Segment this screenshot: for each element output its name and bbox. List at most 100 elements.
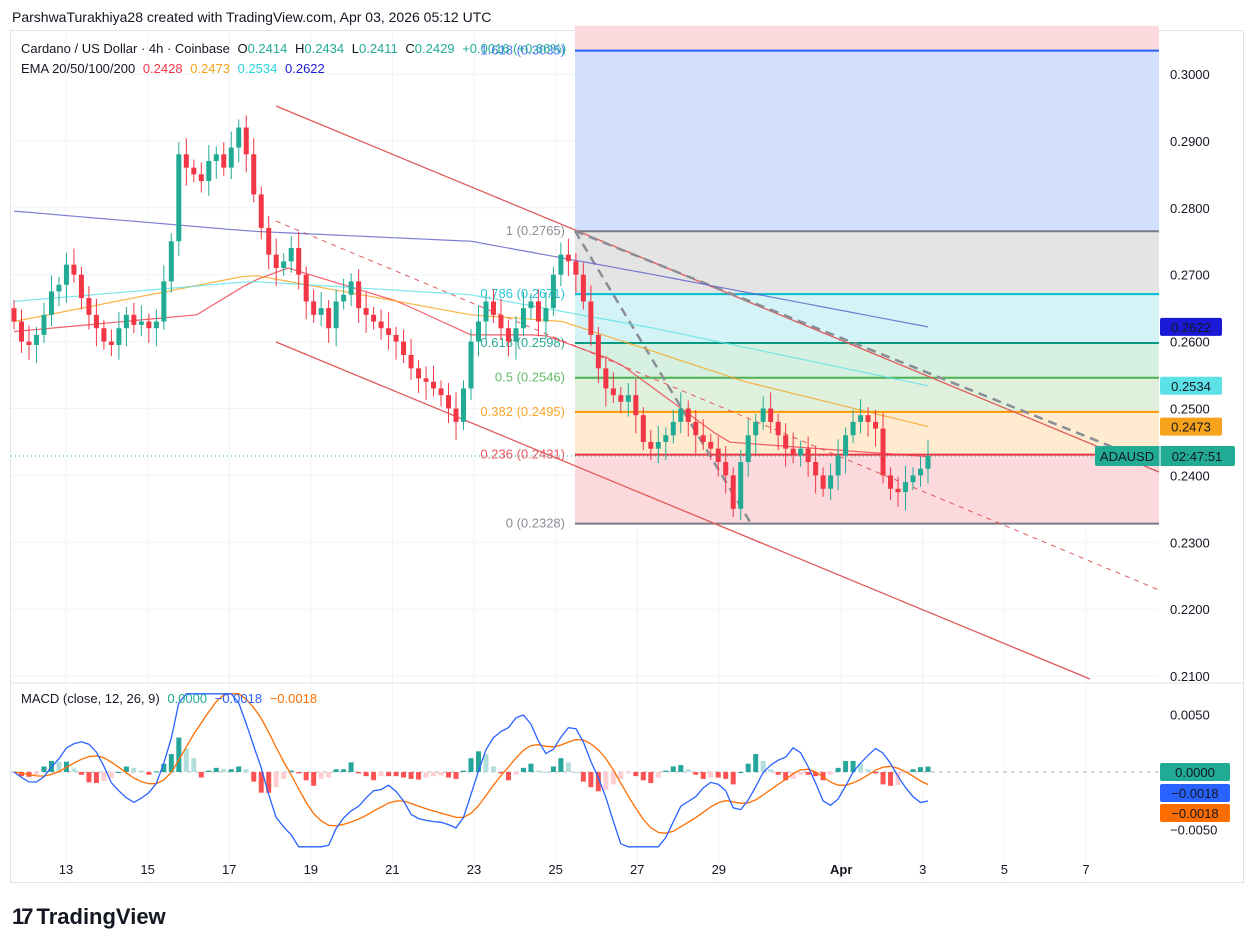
candle [558,242,564,287]
candle [161,265,167,330]
candle-body [798,448,804,456]
macd-label: MACD (close, 12, 26, 9) [21,691,160,706]
candle [378,309,384,340]
candle-body [78,274,84,299]
macd-signal-value: −0.0018 [269,691,318,706]
candle [918,456,924,487]
fib-level-label: 0.5 (0.2546) [495,370,565,385]
candle-body [446,395,452,409]
open-value: 0.2414 [247,41,288,56]
macd-signal-line [13,693,929,834]
macd-legend[interactable]: MACD (close, 12, 26, 9) 0.0000 −0.0018 −… [21,691,321,706]
macd-hist-value: 0.0000 [167,691,208,706]
candle [768,392,774,434]
macd-hist-bar [828,772,834,775]
price-tick-label: 0.2400 [1170,468,1210,483]
macd-hist-bar [618,772,624,779]
candle [408,338,414,380]
candle-body [685,408,691,422]
macd-hist-bar [865,769,871,772]
macd-hist-bar [468,758,474,772]
candle [108,329,114,357]
candle [386,312,392,350]
macd-tick-label: −0.0050 [1170,823,1217,838]
macd-hist-bar [655,772,661,778]
candle-body [715,448,721,463]
candle-body [475,321,481,342]
candle-body [730,475,736,509]
candle-body [573,261,579,275]
candle-body [535,301,541,322]
candle [520,292,526,337]
macd-hist-bar [588,772,594,788]
macd-hist-bar [873,772,879,774]
candle [26,325,32,360]
macd-hist-bar [446,772,452,778]
candle-body [26,341,32,345]
ema-line-ema200 [13,210,929,328]
candle-body [550,274,556,309]
candle-body [93,314,99,329]
candle [333,289,339,347]
candle [648,429,654,461]
tradingview-logo[interactable]: 17 TradingView [12,904,166,930]
ema20-value: 0.2428 [142,61,183,76]
high-value: 0.2434 [304,41,345,56]
candle [56,276,62,307]
candle [228,131,234,180]
macd-hist-bar [610,772,616,785]
candle-body [228,147,234,168]
macd-hist-bar [798,772,804,775]
macd-hist-bar [633,772,639,777]
macd-hist-bar [453,772,459,779]
candle-body [618,395,624,402]
candle-body [183,154,189,168]
price-tick-label: 0.2800 [1170,201,1210,216]
symbol-name[interactable]: Cardano / US Dollar · 4h · Coinbase [21,41,230,56]
macd-tag-label: −0.0018 [1171,786,1218,801]
time-tick-label: 13 [59,862,73,877]
candle [423,366,429,400]
candle-body [895,488,901,493]
candle [603,356,609,407]
macd-hist-bar [153,771,159,773]
fib-zone [575,377,1159,412]
candle [281,253,287,277]
candle [903,466,909,511]
candle-body [416,368,422,379]
candle-body [483,301,489,322]
candle-body [326,308,332,329]
candle-body [775,421,781,436]
macd-hist-bar [431,772,437,777]
macd-hist-bar [86,772,92,783]
macd-hist-bar [543,772,549,773]
macd-hist-bar [116,772,122,773]
candle [715,436,721,477]
candle-body [723,462,729,476]
tradingview-logo-icon: 17 [12,904,34,929]
current-price-tag: ADAUSD 02:47:51 [1095,445,1235,466]
macd-hist-bar [693,772,699,775]
candle [393,326,399,360]
candle [236,119,242,163]
time-tick-label: 25 [548,862,562,877]
macd-hist-bar [243,769,249,772]
price-tag: 0.2473 [1160,417,1222,436]
candle-body [603,368,609,389]
candle [618,387,624,414]
candle-body [708,441,714,449]
macd-hist-bar [490,766,496,772]
ema-legend[interactable]: EMA 20/50/100/200 0.2428 0.2473 0.2534 0… [21,61,329,76]
macd-hist-bar [843,760,849,772]
macd-hist-bar [820,772,826,781]
candle-body [783,435,789,449]
open-label: O [237,41,248,56]
macd-tag: −0.0018 [1160,784,1230,802]
candle [775,413,781,450]
current-price-tag-bg [1095,445,1235,466]
candle-body [745,435,751,463]
macd-hist-bar [56,761,62,772]
macd-hist-bar [176,737,182,772]
macd-hist-bar [723,772,729,779]
